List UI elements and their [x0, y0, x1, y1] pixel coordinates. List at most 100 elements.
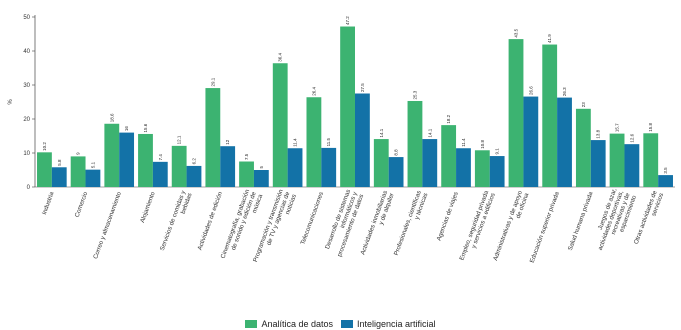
legend-item-series-2: Inteligencia artificial [341, 319, 436, 329]
data-label-2-17: 12.6 [629, 133, 634, 142]
bar-1-14 [508, 39, 524, 187]
bar-2-17 [624, 144, 640, 187]
data-label-1-3: 15.6 [143, 123, 148, 132]
chart-legend: Analítica de datos Inteligencia artifici… [0, 317, 681, 330]
data-label-2-11: 14.1 [427, 128, 432, 137]
data-label-1-13: 10.8 [480, 140, 485, 149]
bar-2-6 [253, 170, 269, 187]
bar-1-17 [609, 133, 625, 187]
bar-1-9 [340, 26, 355, 187]
bar-2-18 [658, 175, 673, 187]
data-label-1-1: 9 [76, 152, 81, 155]
data-label-2-10: 8.8 [394, 149, 399, 156]
x-tick-label-2: Correo y almacenamiento [92, 190, 123, 259]
data-label-1-10: 14.1 [379, 128, 384, 137]
data-label-1-2: 18.6 [109, 113, 114, 122]
y-tick-label-1: 10 [23, 151, 30, 157]
y-axis-label: % [8, 99, 14, 105]
bar-2-0 [51, 167, 67, 187]
legend-item-series-1: Analítica de datos [245, 319, 333, 329]
data-label-2-18: 3.5 [663, 167, 668, 174]
bar-2-1 [85, 169, 101, 187]
bar-2-15 [557, 97, 572, 187]
bar-1-13 [474, 150, 490, 187]
bar-2-14 [523, 96, 539, 187]
data-label-1-15: 41.9 [547, 34, 552, 43]
bar-1-1 [70, 156, 86, 187]
data-label-2-6: 5 [259, 166, 264, 169]
data-label-1-12: 18.2 [446, 114, 451, 123]
data-label-2-1: 5.1 [90, 161, 95, 168]
x-tick-label-0: Industria [41, 190, 56, 215]
x-tick-label-5: Actividades de edición [196, 190, 224, 251]
bar-chart: 0 10 20 30 40 50% 10.2 5.8 Industria 9 5.1 Comerci… [8, 15, 675, 264]
bar-1-18 [643, 133, 659, 187]
x-tick-label-17: Juegos de azar,actividades deportivas,re… [590, 187, 638, 256]
legend-swatch-series-2 [341, 319, 353, 328]
bar-1-15 [542, 44, 558, 187]
legend-label-series-1: Analítica de datos [261, 318, 333, 329]
bar-1-3 [138, 133, 153, 187]
data-label-2-4: 6.2 [191, 158, 196, 165]
y-tick-label-5: 50 [23, 15, 30, 21]
y-tick-label-0: 0 [27, 185, 31, 191]
y-tick-label-2: 20 [23, 117, 30, 123]
x-tick-label-14: Administrativas y de apoyode oficina [492, 189, 531, 264]
data-label-2-3: 7.4 [158, 154, 163, 161]
data-label-2-2: 16 [124, 126, 129, 132]
bar-2-2 [119, 132, 135, 187]
bar-1-12 [441, 125, 457, 187]
y-tick-label-3: 30 [23, 83, 30, 89]
data-label-2-12: 11.4 [461, 138, 466, 147]
legend-label-series-2: Inteligencia artificial [357, 318, 436, 329]
data-label-1-9: 47.2 [345, 16, 350, 25]
bar-2-12 [456, 148, 471, 187]
data-label-1-7: 36.4 [278, 52, 283, 61]
bar-1-16 [575, 108, 591, 187]
x-tick-label-10: Actividades inmobiliariasy de alquiler [359, 190, 395, 258]
data-label-2-13: 9.1 [495, 148, 500, 155]
bar-2-7 [287, 148, 303, 187]
data-label-1-6: 7.5 [244, 153, 249, 160]
bar-1-0 [37, 152, 52, 187]
bar-2-4 [186, 165, 202, 187]
bar-1-4 [171, 145, 187, 187]
x-tick-label-11: Profesionales, científicasy técnicas [393, 190, 430, 259]
bar-1-10 [373, 139, 389, 187]
data-label-1-17: 15.7 [615, 123, 620, 132]
bar-1-11 [407, 100, 423, 187]
x-tick-label-15: Educación superior privada [529, 190, 561, 263]
bar-2-3 [152, 161, 168, 187]
bar-1-8 [306, 97, 322, 187]
data-label-1-16: 23 [581, 102, 586, 108]
data-label-2-14: 26.6 [528, 86, 533, 95]
data-label-2-8: 11.5 [326, 137, 331, 146]
data-label-1-8: 26.4 [311, 86, 316, 95]
data-label-1-14: 43.5 [514, 28, 519, 37]
data-label-2-5: 12 [225, 139, 230, 145]
data-label-2-15: 26.3 [562, 87, 567, 96]
x-tick-label-3: Alojamiento [139, 190, 157, 223]
data-label-1-5: 29.1 [210, 77, 215, 86]
x-tick-label-13: Empleo, seguridad privaday servicios a e… [458, 189, 497, 263]
bar-2-16 [590, 140, 606, 187]
x-tick-label-8: Telecomunicaciones [299, 191, 325, 246]
data-label-1-18: 15.8 [648, 123, 653, 132]
bar-1-6 [239, 161, 254, 187]
data-label-1-4: 12.1 [177, 135, 182, 144]
bar-2-5 [220, 146, 236, 187]
bar-1-2 [104, 123, 120, 187]
legend-swatch-series-1 [245, 319, 258, 328]
bar-2-10 [388, 157, 404, 187]
bar-2-13 [489, 156, 505, 187]
bar-2-8 [321, 147, 337, 187]
x-tick-label-9: Desarrollo de sistemasinformáticos yproc… [323, 188, 366, 258]
x-tick-label-12: Agencias de viajes [436, 191, 460, 242]
bar-2-9 [355, 93, 370, 187]
bar-1-7 [272, 63, 288, 187]
bar-2-11 [422, 139, 438, 187]
y-tick-label-4: 40 [23, 49, 30, 55]
x-tick-label-4: Servicios de comidas ybebidas [159, 189, 194, 254]
bar-1-5 [205, 88, 221, 187]
data-label-2-16: 13.8 [596, 129, 601, 138]
